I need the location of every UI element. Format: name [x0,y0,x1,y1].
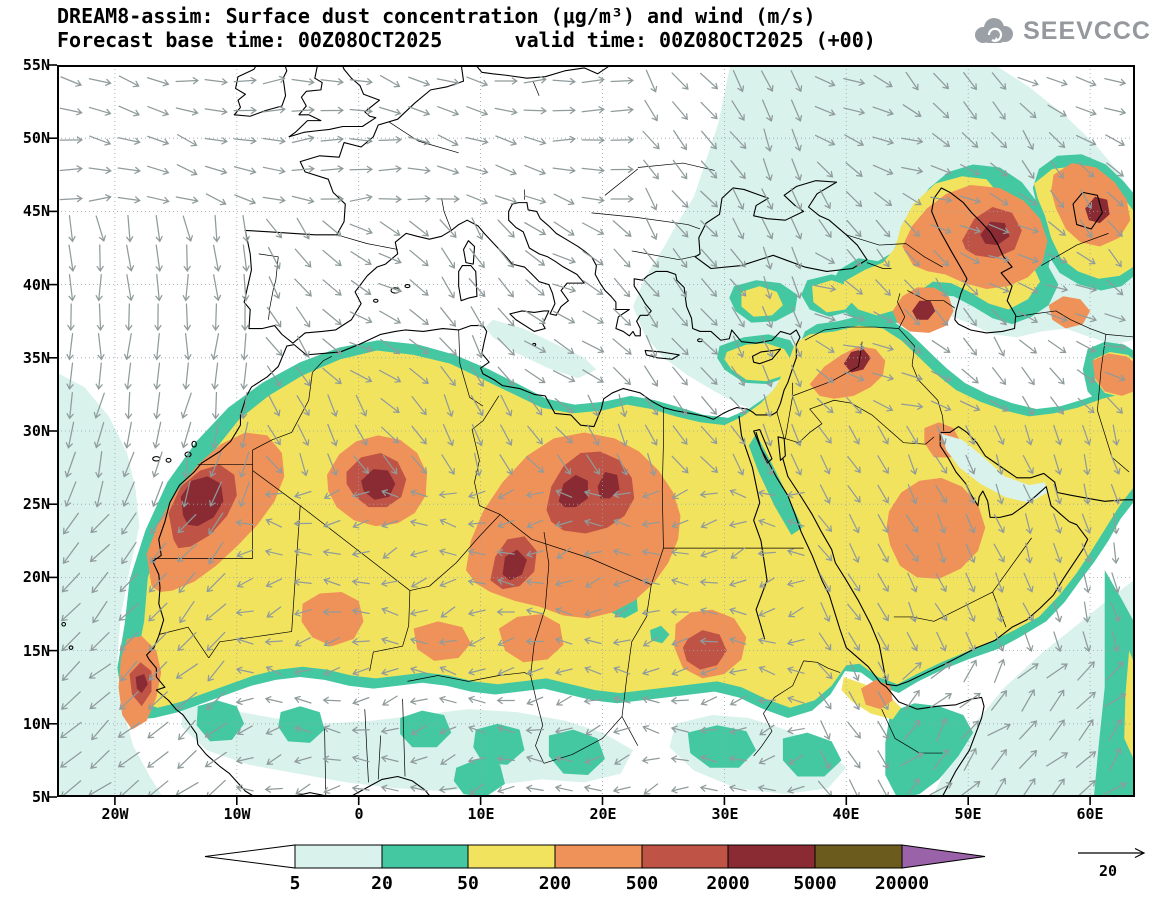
x-tick-label: 20E [589,805,617,823]
legend-label: 2000 [706,873,750,894]
legend-swatch-below-5 [204,844,296,869]
dust-concentration-layer [57,65,1135,797]
legend-label: 500 [625,873,659,894]
legend-label: 20 [371,873,393,894]
map-plot-area [49,64,1135,805]
page-title: DREAM8-assim: Surface dust concentration… [57,4,816,28]
legend-swatch-above-20000 [901,844,986,869]
y-tick-label: 50N [22,129,50,147]
y-tick-label: 45N [22,202,50,220]
axis-ticks [49,64,1091,805]
x-tick-label: 10E [467,805,495,823]
legend-label: 5 [289,873,301,894]
forecast-time-subtitle: Forecast base time: 00Z08OCT2025 valid t… [57,28,876,52]
coastlines-layer [62,64,1138,806]
legend-swatch-20-50 [381,844,469,869]
x-tick-label: 10W [223,805,251,823]
y-tick-label: 5N [31,788,50,806]
wind-vector-field [59,69,1127,797]
y-tick-label: 25N [22,495,50,513]
map-frame [57,65,1135,797]
legend-label: 200 [538,873,572,894]
y-tick-label: 10N [22,715,50,733]
y-tick-label: 20N [22,568,50,586]
x-tick-label: 30E [711,805,739,823]
y-tick-label: 40N [22,276,50,294]
x-tick-label: 20W [101,805,129,823]
legend-swatch-5-20 [294,844,383,869]
x-tick-label: 50E [954,805,982,823]
legend-swatch-200-500 [554,844,643,869]
y-tick-label: 35N [22,349,50,367]
x-tick-label: 40E [832,805,860,823]
y-tick-label: 30N [22,422,50,440]
legend-swatch-500-2000 [641,844,729,869]
legend-colorbar [204,844,986,869]
brand-logo: SEEVCCC [970,16,1151,46]
legend-swatch-50-200 [467,844,556,869]
x-tick-label: 60E [1076,805,1104,823]
legend-label: 50 [457,873,479,894]
legend-swatch-5000-20000 [814,844,903,869]
y-tick-label: 55N [22,56,50,74]
wind-reference-label: 20 [1098,862,1118,880]
wind-reference-arrow [1078,847,1146,859]
legend-label: 5000 [793,873,837,894]
brand-name: SEEVCCC [1023,16,1151,45]
legend-swatch-2000-5000 [727,844,816,869]
x-tick-label: 0 [354,805,364,823]
legend-label: 20000 [874,873,930,894]
y-tick-label: 15N [22,642,50,660]
cloud-logo-icon [975,18,1014,43]
map-canvas [49,64,1135,805]
